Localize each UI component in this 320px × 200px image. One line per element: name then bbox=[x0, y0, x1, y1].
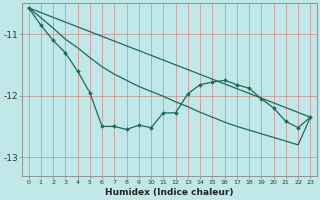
X-axis label: Humidex (Indice chaleur): Humidex (Indice chaleur) bbox=[105, 188, 234, 197]
